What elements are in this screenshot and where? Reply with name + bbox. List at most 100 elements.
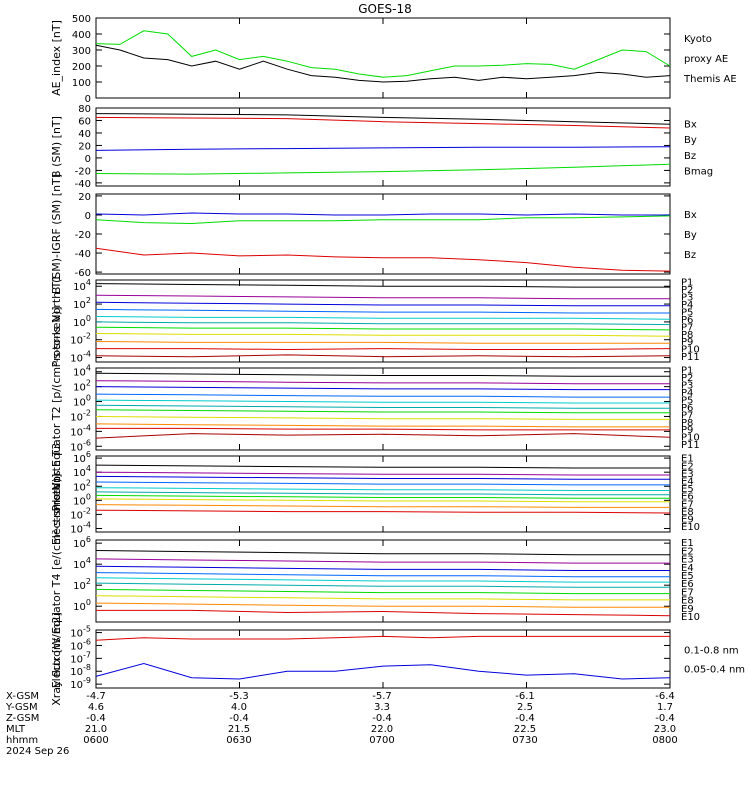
series-line-4-10 <box>95 433 671 439</box>
y-axis-label-1: B (SM) [nT] <box>50 116 63 178</box>
channel-label-4-6: P7 <box>681 410 693 421</box>
y-tick-label-4: 102 <box>73 379 91 394</box>
series-line-6-5 <box>95 582 670 588</box>
x-axis-rows: X-GSM Y-GSM Z-GSM MLT hhmm 2024 Sep 26 -… <box>5 691 678 757</box>
series-line-6-1 <box>95 558 670 564</box>
series-line-3-1 <box>95 294 670 300</box>
y-tick-label-4: 10-6 <box>70 438 91 453</box>
y-tick-label-1: -20 <box>75 166 91 177</box>
y-tick-label-3: 10-4 <box>70 350 91 365</box>
y-tick-label-2: -60 <box>75 268 91 279</box>
series-line-5-4 <box>95 487 670 491</box>
y-axis-label-4: Protons Equator T2 [p/(cm²-s-sr-keV)] <box>50 306 63 511</box>
channel-label-3-4: P5 <box>681 307 693 318</box>
series-line-0-0 <box>95 30 671 78</box>
channel-label-5-7: E8 <box>681 507 694 518</box>
xgsm-1: -5.3 <box>229 691 249 702</box>
series-line-3-2 <box>95 301 670 307</box>
y-tick-label-0: 500 <box>72 14 91 25</box>
channel-label-4-10: P11 <box>681 440 700 451</box>
channel-label-3-2: P3 <box>681 293 693 304</box>
y-axis-label-3: Protons North T1 <box>50 275 63 368</box>
channel-label-3-9: P10 <box>681 345 700 356</box>
series-line-5-5 <box>95 491 670 496</box>
y-tick-label-6: 104 <box>73 556 91 571</box>
y-tick-label-3: 102 <box>73 296 91 311</box>
series-line-5-3 <box>95 481 670 486</box>
ygsm-1: 4.0 <box>231 702 247 713</box>
series-line-3-5 <box>95 321 671 326</box>
channel-label-5-2: E3 <box>681 469 694 480</box>
y-tick-label-0: 200 <box>72 62 91 73</box>
series-line-4-1 <box>95 380 670 385</box>
legend-text-0-2: Themis AE <box>683 74 737 85</box>
y-tick-label-5: 100 <box>73 492 91 507</box>
zgsm-2: -0.4 <box>372 713 392 724</box>
y-tick-label-2: -20 <box>75 230 91 241</box>
channel-label-3-8: P9 <box>681 337 693 348</box>
y-axis-label-7: Xray flux [W/m2] <box>50 612 63 706</box>
y-tick-label-4: 100 <box>73 394 91 409</box>
y-tick-label-5: 106 <box>73 450 91 465</box>
channel-label-6-7: E8 <box>681 596 694 607</box>
channel-label-4-2: P3 <box>681 381 693 392</box>
series-line-1-3 <box>95 113 671 125</box>
channel-label-5-6: E7 <box>681 499 694 510</box>
channel-label-3-10: P11 <box>681 352 700 363</box>
mlt-0: 21.0 <box>85 724 107 735</box>
hhmm-2: 0700 <box>369 735 394 746</box>
y-tick-label-1: 20 <box>78 141 91 152</box>
series-line-6-8 <box>95 602 670 608</box>
series-line-3-7 <box>95 333 671 337</box>
channel-label-5-5: E6 <box>681 492 694 503</box>
series-line-3-0 <box>95 283 670 288</box>
y-tick-label-1: 0 <box>85 154 91 165</box>
y-tick-label-7: 10-7 <box>70 650 91 665</box>
series-line-0-1 <box>95 44 671 83</box>
ygsm-0: 4.6 <box>88 702 104 713</box>
y-tick-label-7: 10-8 <box>70 663 91 678</box>
channel-label-5-3: E4 <box>681 477 694 488</box>
y-axis-label-6: Electrons Equator T4 [e/(cm²-s-sr-keV)] <box>50 474 63 689</box>
y-tick-label-6: 100 <box>73 598 91 613</box>
xgsm-0: -4.7 <box>86 691 106 702</box>
panel-frame-2 <box>95 193 671 275</box>
series-line-4-2 <box>95 386 670 391</box>
y-tick-label-5: 102 <box>73 478 91 493</box>
legend-text-1-3: Bmag <box>684 166 713 177</box>
series-line-5-0 <box>95 464 670 469</box>
channel-label-6-8: E9 <box>681 604 694 615</box>
legend-text-0-0: Kyoto <box>684 34 712 45</box>
channel-label-6-4: E5 <box>681 571 694 582</box>
series-line-5-8 <box>95 504 670 508</box>
hhmm-1: 0630 <box>226 735 251 746</box>
series-line-4-0 <box>95 372 670 377</box>
y-tick-label-0: 400 <box>72 30 91 41</box>
ygsm-2: 3.3 <box>374 702 390 713</box>
series-line-4-5 <box>95 404 670 409</box>
legend-text-1-2: Bz <box>684 151 696 162</box>
channel-label-4-3: P4 <box>681 388 693 399</box>
series-line-4-4 <box>95 399 670 404</box>
series-line-6-2 <box>95 565 670 571</box>
y-tick-label-3: 10-2 <box>70 332 91 347</box>
series-line-4-7 <box>95 416 670 420</box>
channel-label-5-4: E5 <box>681 484 694 495</box>
mlt-1: 21.5 <box>228 724 250 735</box>
series-line-7-0 <box>95 635 670 641</box>
zgsm-4: -0.4 <box>655 713 675 724</box>
legend-text-1-0: Bx <box>684 120 697 131</box>
channel-label-5-1: E2 <box>681 461 694 472</box>
series-line-6-3 <box>95 572 670 578</box>
channel-label-4-0: P1 <box>681 366 693 377</box>
channel-label-6-1: E2 <box>681 546 694 557</box>
series-line-4-8 <box>95 423 670 428</box>
series-line-7-1 <box>95 662 671 680</box>
y-tick-label-6: 106 <box>73 535 91 550</box>
series-line-2-1 <box>95 215 671 225</box>
row-label-ygsm: Y-GSM <box>5 702 38 713</box>
y-tick-label-7: 10-9 <box>70 676 91 691</box>
y-tick-label-0: 100 <box>72 78 91 89</box>
row-label-hhmm: hhmm <box>6 735 38 746</box>
